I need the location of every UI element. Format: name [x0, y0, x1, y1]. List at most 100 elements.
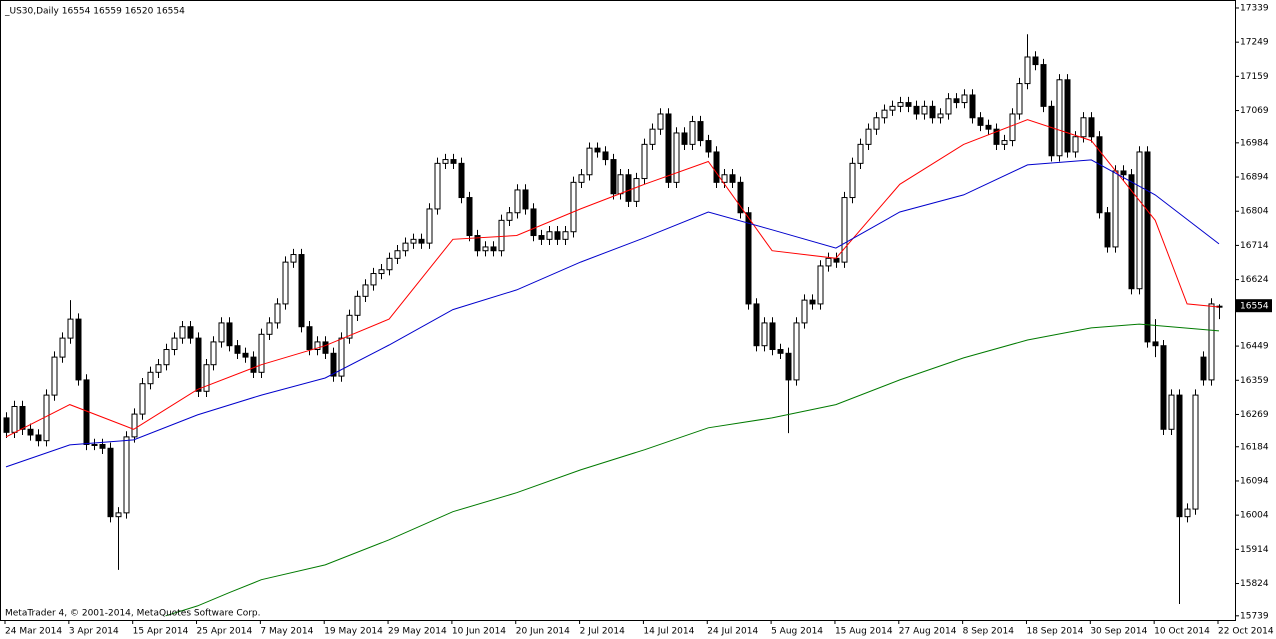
y-tick-label: 17159: [1240, 72, 1269, 82]
candle-body: [210, 341, 217, 366]
candle-body: [1001, 140, 1008, 145]
candle-body: [945, 98, 952, 115]
candle-body: [187, 326, 194, 339]
candle-body: [314, 341, 321, 351]
candle-body: [602, 151, 609, 161]
candle-body: [673, 132, 680, 183]
candle-body: [163, 349, 170, 366]
candle-body: [1168, 394, 1175, 430]
candle-body: [290, 254, 297, 263]
candle-body: [250, 356, 257, 373]
candle-body: [929, 105, 936, 119]
moving-average-line: [165, 323, 1220, 617]
candle-body: [657, 113, 664, 130]
candle-body: [809, 299, 816, 305]
candle-body: [985, 124, 992, 130]
candle-body: [865, 128, 872, 145]
candle-body: [91, 443, 98, 446]
y-tick-label: 16269: [1240, 410, 1269, 420]
y-tick-label: 16804: [1240, 207, 1269, 217]
candle-body: [1024, 56, 1031, 85]
candle-body: [179, 326, 186, 339]
candle-body: [1040, 64, 1047, 107]
candle-body: [1128, 174, 1135, 290]
candle-body: [242, 352, 249, 358]
candle-body: [418, 238, 425, 244]
candle-body: [195, 337, 202, 392]
candle-body: [921, 105, 928, 115]
y-tick-label: 16184: [1240, 442, 1269, 452]
candle-body: [1192, 394, 1199, 510]
candle-body: [801, 299, 808, 324]
candle-body: [697, 121, 704, 142]
y-tick-label: 16449: [1240, 342, 1269, 352]
candle-body: [354, 295, 361, 316]
chart-title: _US30,Daily 16554 16559 16520 16554: [4, 7, 185, 17]
candle-body: [1200, 356, 1207, 381]
candle-body: [785, 352, 792, 381]
candle-body: [11, 405, 18, 433]
candle-body: [466, 197, 473, 237]
candle-body: [641, 143, 648, 180]
candle-body: [1144, 151, 1151, 343]
candle-body: [610, 159, 617, 195]
candle-body: [450, 159, 457, 164]
candle-body: [1072, 136, 1079, 153]
candle-body: [1120, 170, 1127, 176]
x-tick-label: 30 Sep 2014: [1090, 627, 1147, 637]
candle-body: [490, 246, 497, 252]
x-tick-label: 27 Aug 2014: [899, 627, 957, 637]
candle-body: [434, 162, 441, 210]
candle-body: [35, 434, 42, 442]
candle-body: [1112, 170, 1119, 248]
last-price-tag: [1236, 299, 1272, 313]
x-tick-label: 20 Jun 2014: [516, 627, 570, 637]
candle-body: [506, 212, 513, 221]
candle-body: [1032, 56, 1039, 66]
candle-body: [857, 143, 864, 164]
candle-body: [123, 436, 130, 514]
candle-body: [115, 512, 122, 518]
candle-body: [1184, 508, 1191, 518]
plot-frame: [0, 0, 1236, 621]
candle-body: [426, 208, 433, 244]
moving-average-line: [5, 159, 1220, 468]
candle-body: [841, 197, 848, 263]
candle-body: [218, 322, 225, 343]
x-tick-label: 10 Jun 2014: [452, 627, 506, 637]
candle-body: [825, 257, 832, 267]
x-tick-label: 5 Aug 2014: [771, 627, 823, 637]
candle-body: [1080, 117, 1087, 138]
y-tick-label: 16894: [1240, 173, 1269, 183]
candle-body: [498, 219, 505, 252]
candle-body: [649, 128, 656, 145]
candle-body: [881, 109, 888, 119]
x-tick-label: 18 Sep 2014: [1026, 627, 1083, 637]
candle-body: [234, 345, 241, 354]
candle-body: [873, 117, 880, 130]
candle-body: [131, 413, 138, 438]
candle-body: [330, 352, 337, 377]
candle-body: [442, 159, 449, 164]
candle-body: [594, 147, 601, 153]
candle-body: [282, 261, 289, 305]
x-tick-label: 7 May 2014: [260, 627, 313, 637]
candle-body: [1104, 212, 1111, 248]
x-tick-label: 19 May 2014: [324, 627, 383, 637]
candle-body: [1016, 83, 1023, 115]
candle-body: [75, 318, 82, 381]
moving-average-line: [5, 119, 1220, 438]
candle-body: [554, 231, 561, 240]
candle-body: [993, 128, 1000, 145]
x-tick-label: 10 Oct 2014: [1154, 627, 1210, 637]
candle-body: [705, 140, 712, 153]
candle-body: [378, 269, 385, 275]
candle-body: [370, 273, 377, 286]
candle-body: [1096, 136, 1103, 214]
candle-body: [1088, 117, 1095, 138]
candle-body: [394, 250, 401, 259]
y-tick-label: 16624: [1240, 275, 1269, 285]
candle-body: [689, 121, 696, 145]
candle-body: [362, 284, 369, 297]
